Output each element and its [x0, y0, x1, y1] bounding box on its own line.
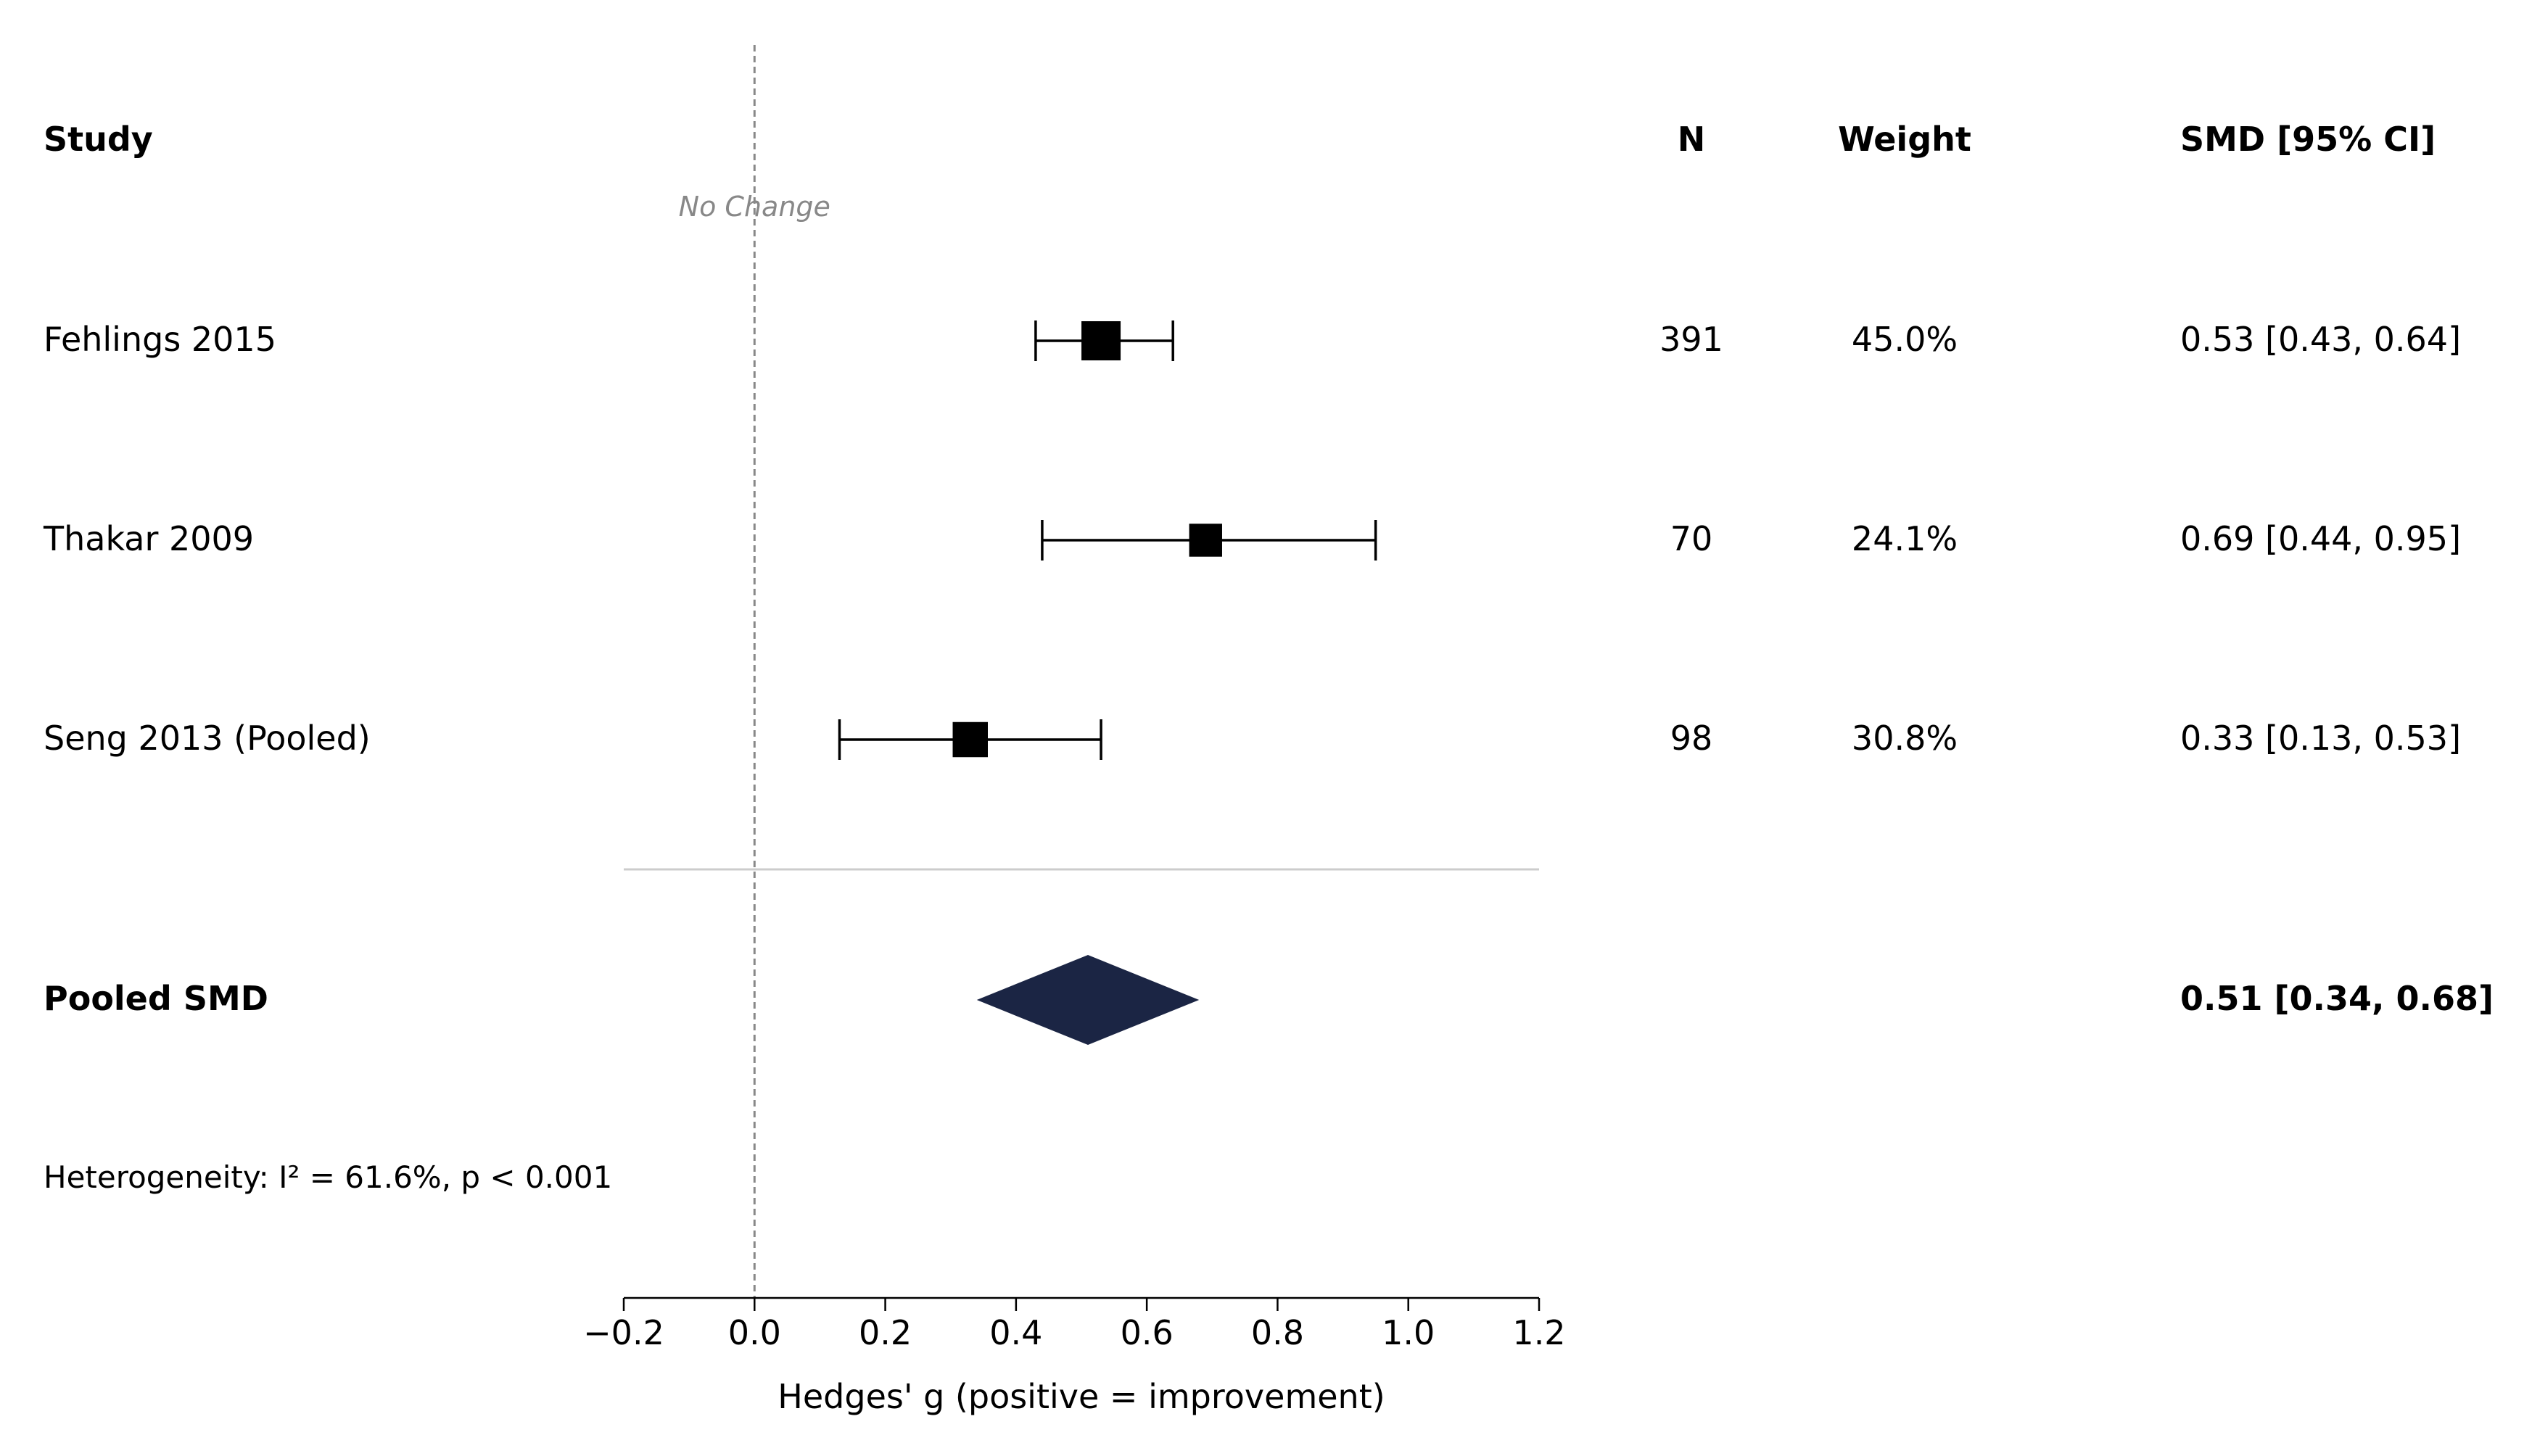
- study-marker: [1189, 524, 1222, 557]
- x-tick-label: 1.0: [1382, 1313, 1435, 1352]
- pooled-diamond: [976, 955, 1200, 1045]
- study-n: 391: [1659, 320, 1723, 359]
- study-weight: 24.1%: [1852, 519, 1958, 558]
- header-weight: Weight: [1838, 120, 1971, 159]
- study-weight: 30.8%: [1852, 719, 1958, 758]
- pooled-smd: 0.51 [0.34, 0.68]: [2180, 979, 2494, 1018]
- reference-line-label: No Change: [679, 191, 830, 223]
- study-n: 98: [1670, 719, 1713, 758]
- x-tick-label: 0.2: [859, 1313, 912, 1352]
- study-row-2: Seng 2013 (Pooled) 98 30.8% 0.33 [0.13, …: [44, 719, 2461, 758]
- study-marker: [1081, 321, 1121, 360]
- study-n: 70: [1670, 519, 1713, 558]
- study-row-0: Fehlings 2015 391 45.0% 0.53 [0.43, 0.64…: [44, 320, 2461, 359]
- study-weight: 45.0%: [1852, 320, 1958, 359]
- study-name: Seng 2013 (Pooled): [44, 719, 371, 758]
- header-study: Study: [44, 120, 153, 159]
- study-name: Thakar 2009: [43, 519, 254, 558]
- study-smd: 0.53 [0.43, 0.64]: [2180, 320, 2461, 359]
- x-tick-label: 1.2: [1512, 1313, 1565, 1352]
- x-tick-label: 0.0: [728, 1313, 781, 1352]
- plot-marks: −0.2 0.0 0.2 0.4 0.6 0.8 1.0 1.2: [583, 320, 1566, 1352]
- header-n: N: [1678, 120, 1706, 159]
- heterogeneity-text: Heterogeneity: I² = 61.6%, p < 0.001: [44, 1159, 612, 1195]
- x-tick-label: 0.8: [1251, 1313, 1304, 1352]
- study-marker: [952, 721, 988, 758]
- x-axis-title: Hedges' g (positive = improvement): [778, 1377, 1385, 1416]
- x-tick-label: 0.4: [989, 1313, 1042, 1352]
- study-smd: 0.33 [0.13, 0.53]: [2180, 719, 2461, 758]
- x-tick-label: −0.2: [583, 1313, 664, 1352]
- header-smd: SMD [95% CI]: [2180, 120, 2436, 159]
- study-smd: 0.69 [0.44, 0.95]: [2180, 519, 2461, 558]
- x-tick-label: 0.6: [1121, 1313, 1174, 1352]
- study-row-1: Thakar 2009 70 24.1% 0.69 [0.44, 0.95]: [43, 519, 2461, 558]
- pooled-label: Pooled SMD: [44, 979, 268, 1018]
- study-name: Fehlings 2015: [44, 320, 276, 359]
